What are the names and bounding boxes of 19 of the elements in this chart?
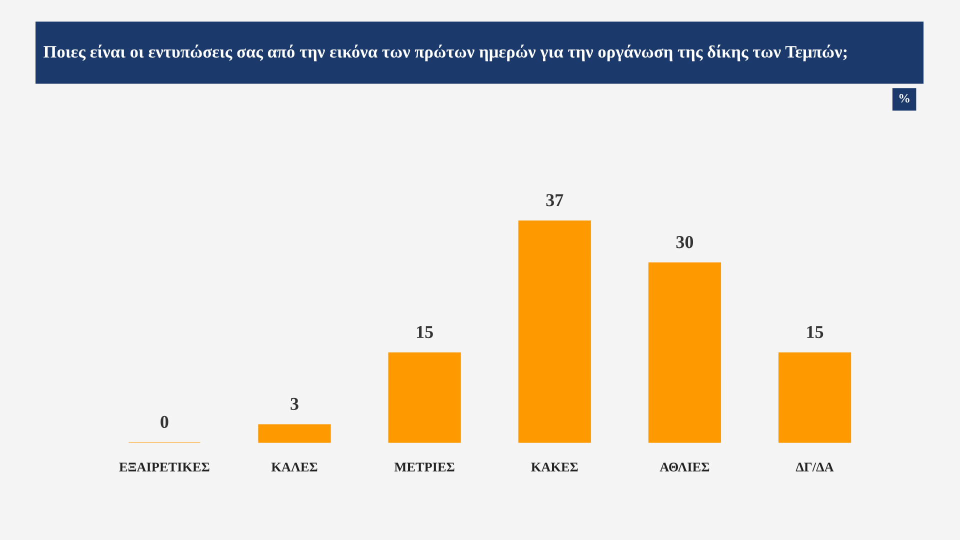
bar <box>258 424 331 443</box>
data-label: 30 <box>676 236 694 248</box>
x-tick-label: ΜΕΤΡΙΕΣ <box>394 462 454 472</box>
text: % <box>899 94 910 103</box>
x-tick-label: ΑΘΛΙΕΣ <box>660 462 710 472</box>
bar <box>518 220 591 443</box>
data-label: 3 <box>290 398 298 410</box>
x-tick-label: ΔΓ/ΔΑ <box>796 462 834 472</box>
data-label: 0 <box>160 416 168 428</box>
bar <box>388 352 461 443</box>
x-tick-label: ΚΑΛΕΣ <box>271 462 318 472</box>
bar <box>778 352 852 443</box>
x-tick-label: ΕΞΑΙΡΕΤΙΚΕΣ <box>119 462 210 472</box>
x-tick-label: ΚΑΚΕΣ <box>531 462 578 472</box>
bar <box>648 262 722 443</box>
chart-title: Ποιες είναι οι εντυπώσεις σας από την εικόνα των πρώτων ημερών για την οργάνωση της δίκης των Τεμπών; <box>44 44 847 62</box>
data-label: 15 <box>416 326 433 338</box>
data-label: 37 <box>546 194 564 206</box>
data-label: 15 <box>807 326 824 338</box>
